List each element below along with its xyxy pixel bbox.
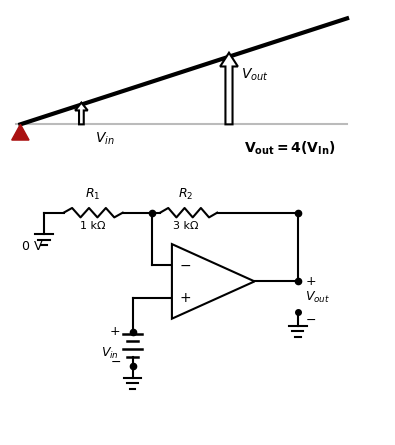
Text: 3 kΩ: 3 kΩ xyxy=(173,221,198,231)
Text: $-$: $-$ xyxy=(305,312,316,326)
Text: $V_{in}$: $V_{in}$ xyxy=(101,346,119,361)
Text: $+$: $+$ xyxy=(179,291,191,305)
Text: $-$: $-$ xyxy=(110,356,121,368)
Text: 0 V: 0 V xyxy=(23,239,43,253)
Text: $V_{out}$: $V_{out}$ xyxy=(241,67,269,84)
FancyArrow shape xyxy=(75,103,88,124)
Text: $+$: $+$ xyxy=(109,325,121,338)
Text: $+$: $+$ xyxy=(305,275,316,288)
Text: $V_{out}$: $V_{out}$ xyxy=(305,290,330,305)
Polygon shape xyxy=(172,244,254,319)
Text: $-$: $-$ xyxy=(179,258,191,272)
Text: $R_1$: $R_1$ xyxy=(85,186,101,202)
Text: 1 kΩ: 1 kΩ xyxy=(81,221,106,231)
Text: $\mathbf{V_{out} = 4(V_{In})}$: $\mathbf{V_{out} = 4(V_{In})}$ xyxy=(244,139,335,157)
Text: $V_{in}$: $V_{in}$ xyxy=(95,131,115,147)
Polygon shape xyxy=(12,124,29,140)
Text: $R_2$: $R_2$ xyxy=(178,186,193,202)
FancyArrow shape xyxy=(220,53,238,124)
